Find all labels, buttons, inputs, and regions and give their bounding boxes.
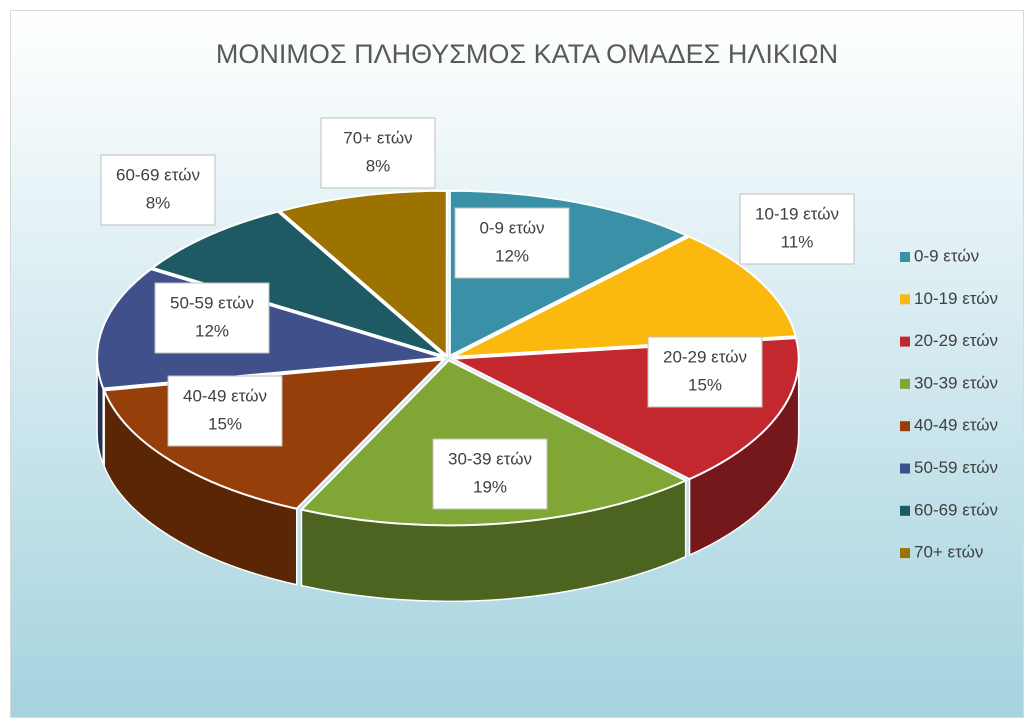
legend-label: 70+ ετών <box>914 543 983 562</box>
data-label: 60-69 ετών 8% <box>100 154 216 226</box>
data-label-value: 12% <box>495 246 529 265</box>
legend-swatch <box>900 252 910 262</box>
data-label-category: 60-69 ετών <box>116 165 200 184</box>
legend-label: 40-49 ετών <box>914 416 998 435</box>
pie-slice <box>452 235 798 358</box>
data-label: 40-49 ετών 15% <box>167 375 283 447</box>
legend-swatch <box>900 505 910 516</box>
data-label-value: 8% <box>146 193 171 212</box>
data-label: 0-9 ετών 12% <box>454 207 570 279</box>
data-label-box <box>167 375 283 447</box>
data-label-box <box>647 336 763 408</box>
legend-label: 20-29 ετών <box>914 331 998 350</box>
data-label-value: 8% <box>366 156 391 175</box>
data-label-category: 20-29 ετών <box>663 347 747 366</box>
data-label: 50-59 ετών 12% <box>154 282 270 354</box>
data-label: 70+ ετών 8% <box>320 117 436 189</box>
data-label: 20-29 ετών 15% <box>647 336 763 408</box>
pie-slice <box>150 210 446 358</box>
data-label-category: 70+ ετών <box>343 128 412 147</box>
data-label-value: 19% <box>473 477 507 496</box>
data-label: 30-39 ετών 19% <box>432 438 548 510</box>
chart-title: ΜΟΝΙΜΟΣ ΠΛΗΘΥΣΜΟΣ ΚΑΤΑ ΟΜΑΔΕΣ ΗΛΙΚΙΩΝ <box>216 39 838 69</box>
legend-label: 50-59 ετών <box>914 458 998 477</box>
legend-swatch <box>900 463 910 474</box>
data-label-category: 50-59 ετών <box>170 293 254 312</box>
data-label-box <box>100 154 216 226</box>
pie-slice <box>277 189 448 358</box>
legend-swatch <box>900 378 910 389</box>
data-label-box <box>432 438 548 510</box>
data-label-value: 11% <box>781 232 814 251</box>
data-label-category: 30-39 ετών <box>448 449 532 468</box>
data-label-value: 15% <box>688 375 722 394</box>
data-label-box <box>154 282 270 354</box>
legend-label: 10-19 ετών <box>914 289 998 308</box>
data-label: 10-19 ετών 11% <box>739 193 855 265</box>
legend-swatch <box>900 421 910 432</box>
data-label-value: 15% <box>208 414 242 433</box>
legend-swatch <box>900 336 910 347</box>
data-label-value: 12% <box>195 321 229 340</box>
legend-label: 0-9 ετών <box>914 246 979 265</box>
legend-label: 30-39 ετών <box>914 373 998 392</box>
data-label-category: 10-19 ετών <box>755 204 839 223</box>
legend-swatch <box>900 294 910 305</box>
legend-swatch <box>900 548 910 559</box>
data-label-box <box>454 207 570 279</box>
data-label-box <box>320 117 436 189</box>
data-label-category: 0-9 ετών <box>479 218 544 237</box>
data-label-category: 40-49 ετών <box>183 386 267 405</box>
legend-label: 60-69 ετών <box>914 500 998 519</box>
data-label-box <box>739 193 855 265</box>
